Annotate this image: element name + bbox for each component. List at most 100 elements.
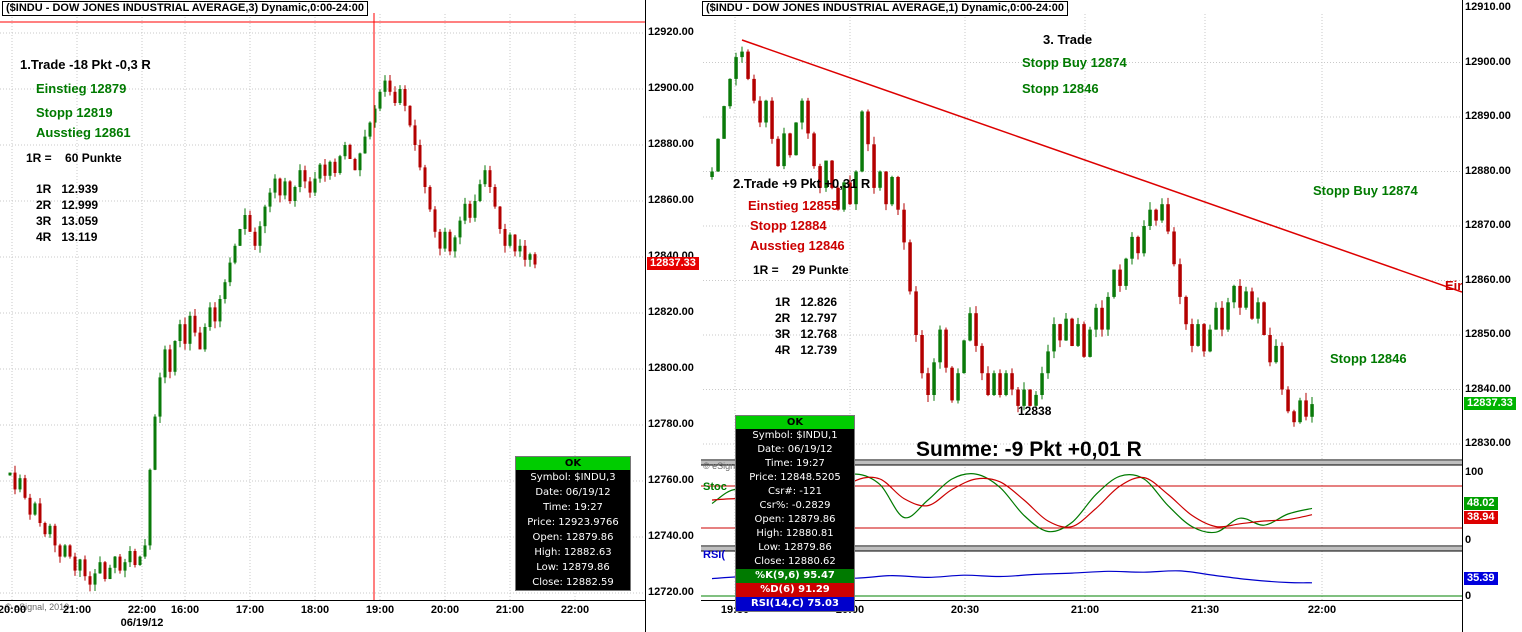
data-box-row: Price: 12848.5205 bbox=[749, 472, 841, 483]
rsi-value-tag: 35.39 bbox=[1464, 572, 1498, 585]
trade1-r-definition: 1R = 60 Punkte bbox=[26, 151, 122, 165]
price-label: 12860.00 bbox=[648, 194, 694, 206]
price-label: 12900.00 bbox=[648, 82, 694, 94]
last-price-tag: 12837.33 bbox=[647, 257, 699, 270]
time-label: 16:00 bbox=[170, 604, 200, 616]
stopp-buy-right-label: Stopp Buy 12874 bbox=[1313, 183, 1418, 198]
time-label: 22:00 bbox=[560, 604, 590, 616]
ok-button[interactable]: OK bbox=[516, 457, 630, 470]
right-data-box: OK Symbol: $INDU,1 Date: 06/19/12 Time: 19:… bbox=[735, 415, 855, 612]
price-label: 12830.00 bbox=[1465, 437, 1511, 449]
trade2-ausstieg: Ausstieg 12846 bbox=[750, 238, 845, 253]
price-label: 12890.00 bbox=[1465, 110, 1511, 122]
data-box-row: Close: 12880.62 bbox=[754, 556, 836, 567]
price-label: 12740.00 bbox=[648, 530, 694, 542]
trade1-einstieg: Einstieg 12879 bbox=[36, 81, 127, 96]
right-window-title[interactable]: ($INDU - DOW JONES INDUSTRIAL AVERAGE,1)… bbox=[702, 1, 1068, 16]
data-box-row: High: 12882.63 bbox=[534, 547, 612, 558]
trade3-stopp: Stopp 12846 bbox=[1022, 81, 1099, 96]
time-label: 22:00 bbox=[1307, 604, 1337, 616]
trade2-r1: 1R 12.826 bbox=[775, 295, 838, 309]
study-value-row: %K(9,6) 95.47 bbox=[736, 569, 854, 583]
left-copyright: © eSignal, 2010 bbox=[5, 602, 70, 612]
time-label: 17:00 bbox=[235, 604, 265, 616]
price-label: 12780.00 bbox=[648, 418, 694, 430]
price-label: 12760.00 bbox=[648, 474, 694, 486]
stoch-scale-top: 100 bbox=[1465, 466, 1484, 478]
time-label: 21:00 bbox=[495, 604, 525, 616]
candles bbox=[710, 46, 1314, 427]
study-value-row: %D(6) 91.29 bbox=[736, 583, 854, 597]
left-window-title[interactable]: ($INDU - DOW JONES INDUSTRIAL AVERAGE,3)… bbox=[2, 1, 368, 16]
rsi-scale-bottom: 0 bbox=[1465, 590, 1472, 602]
stochastic-study-label: Stoc bbox=[703, 481, 727, 493]
trade2-einstieg: Einstieg 12855 bbox=[748, 198, 839, 213]
left-time-axis[interactable]: 20:00 21:00 22:00 16:00 17:00 18:00 19:00 20:00… bbox=[0, 604, 645, 617]
data-box-row: Close: 12882.59 bbox=[532, 577, 614, 588]
trade1-r4: 4R 13.119 bbox=[36, 230, 98, 244]
left-price-axis[interactable]: 12920.00 12900.00 12880.00 12860.00 12840.00… bbox=[645, 0, 701, 632]
data-box-row: Date: 06/19/12 bbox=[535, 487, 611, 498]
left-data-box: OK Symbol: $INDU,3 Date: 06/19/12 Time: 19:… bbox=[515, 456, 631, 591]
time-label: 21:00 bbox=[1070, 604, 1100, 616]
data-box-row: Csr#: -121 bbox=[768, 486, 822, 497]
study-value-row: RSI(14,C) 75.03 bbox=[736, 597, 854, 611]
price-label: 12820.00 bbox=[648, 306, 694, 318]
data-box-row: Price: 12923.9766 bbox=[527, 517, 619, 528]
trade2-r-definition: 1R = 29 Punkte bbox=[753, 263, 849, 277]
stopp-right-label: Stopp 12846 bbox=[1330, 351, 1407, 366]
trade3-stopp-buy: Stopp Buy 12874 bbox=[1022, 55, 1127, 70]
ok-button[interactable]: OK bbox=[736, 416, 854, 429]
price-label: 12870.00 bbox=[1465, 219, 1511, 231]
time-label: 20:00 bbox=[0, 604, 27, 616]
price-label: 12900.00 bbox=[1465, 55, 1511, 68]
data-box-row: Low: 12879.86 bbox=[536, 562, 610, 573]
einstieg-clipped-label: Ein bbox=[1445, 278, 1466, 293]
stoch-scale-bottom: 0 bbox=[1465, 534, 1472, 546]
trade1-title: 1.Trade -18 Pkt -0,3 R bbox=[20, 57, 151, 72]
data-box-row: High: 12880.81 bbox=[756, 528, 834, 539]
data-box-row: Time: 19:27 bbox=[765, 458, 825, 469]
time-label: 19:00 bbox=[365, 604, 395, 616]
stoch-k-value-tag: 48.02 bbox=[1464, 497, 1498, 510]
left-chart-canvas[interactable] bbox=[0, 0, 645, 632]
right-price-axis[interactable]: 12910.00 12900.00 12890.00 12880.00 12870.00… bbox=[1462, 0, 1522, 632]
trendline[interactable] bbox=[741, 39, 1462, 293]
price-label: 12860.00 bbox=[1465, 273, 1511, 286]
price-label: 12720.00 bbox=[648, 586, 694, 598]
crosshair bbox=[0, 13, 645, 600]
last-price-tag: 12837.33 bbox=[1464, 397, 1516, 410]
rsi-study-label: RSI( bbox=[703, 549, 725, 561]
time-label: 21:30 bbox=[1190, 604, 1220, 616]
trade2-r3: 3R 12.768 bbox=[775, 327, 838, 341]
trade1-ausstieg: Ausstieg 12861 bbox=[36, 125, 131, 140]
left-date-label: 06/19/12 bbox=[120, 617, 164, 629]
data-box-row: Date: 06/19/12 bbox=[757, 444, 833, 455]
candles bbox=[8, 75, 537, 592]
summe-label: Summe: -9 Pkt +0,01 R bbox=[916, 438, 1142, 461]
time-label: 20:00 bbox=[430, 604, 460, 616]
data-box-row: Low: 12879.86 bbox=[758, 542, 832, 553]
trade2-r2: 2R 12.797 bbox=[775, 311, 838, 325]
trade1-r3: 3R 13.059 bbox=[36, 214, 99, 228]
price-label: 12880.00 bbox=[1465, 164, 1511, 177]
stoch-d-value-tag: 38.94 bbox=[1464, 511, 1498, 524]
price-label: 12800.00 bbox=[648, 362, 694, 374]
data-box-row: Csr%: -0.2829 bbox=[759, 500, 831, 511]
data-box-row: Open: 12879.86 bbox=[754, 514, 836, 525]
right-copyright: © eSign bbox=[703, 461, 736, 471]
time-label: 18:00 bbox=[300, 604, 330, 616]
swing-low-label: 12838 bbox=[1018, 404, 1052, 418]
time-label: 22:00 bbox=[127, 604, 157, 616]
data-box-row: Symbol: $INDU,1 bbox=[752, 430, 838, 441]
data-box-row: Open: 12879.86 bbox=[532, 532, 614, 543]
price-label: 12880.00 bbox=[648, 138, 694, 150]
right-chart-canvas[interactable] bbox=[700, 0, 1462, 632]
data-box-row: Time: 19:27 bbox=[543, 502, 603, 513]
price-label: 12840.00 bbox=[1465, 382, 1511, 395]
trade1-r2: 2R 12.999 bbox=[36, 198, 99, 212]
trade2-stopp: Stopp 12884 bbox=[750, 218, 827, 233]
time-label: 20:30 bbox=[950, 604, 980, 616]
time-label: 21:00 bbox=[62, 604, 92, 616]
